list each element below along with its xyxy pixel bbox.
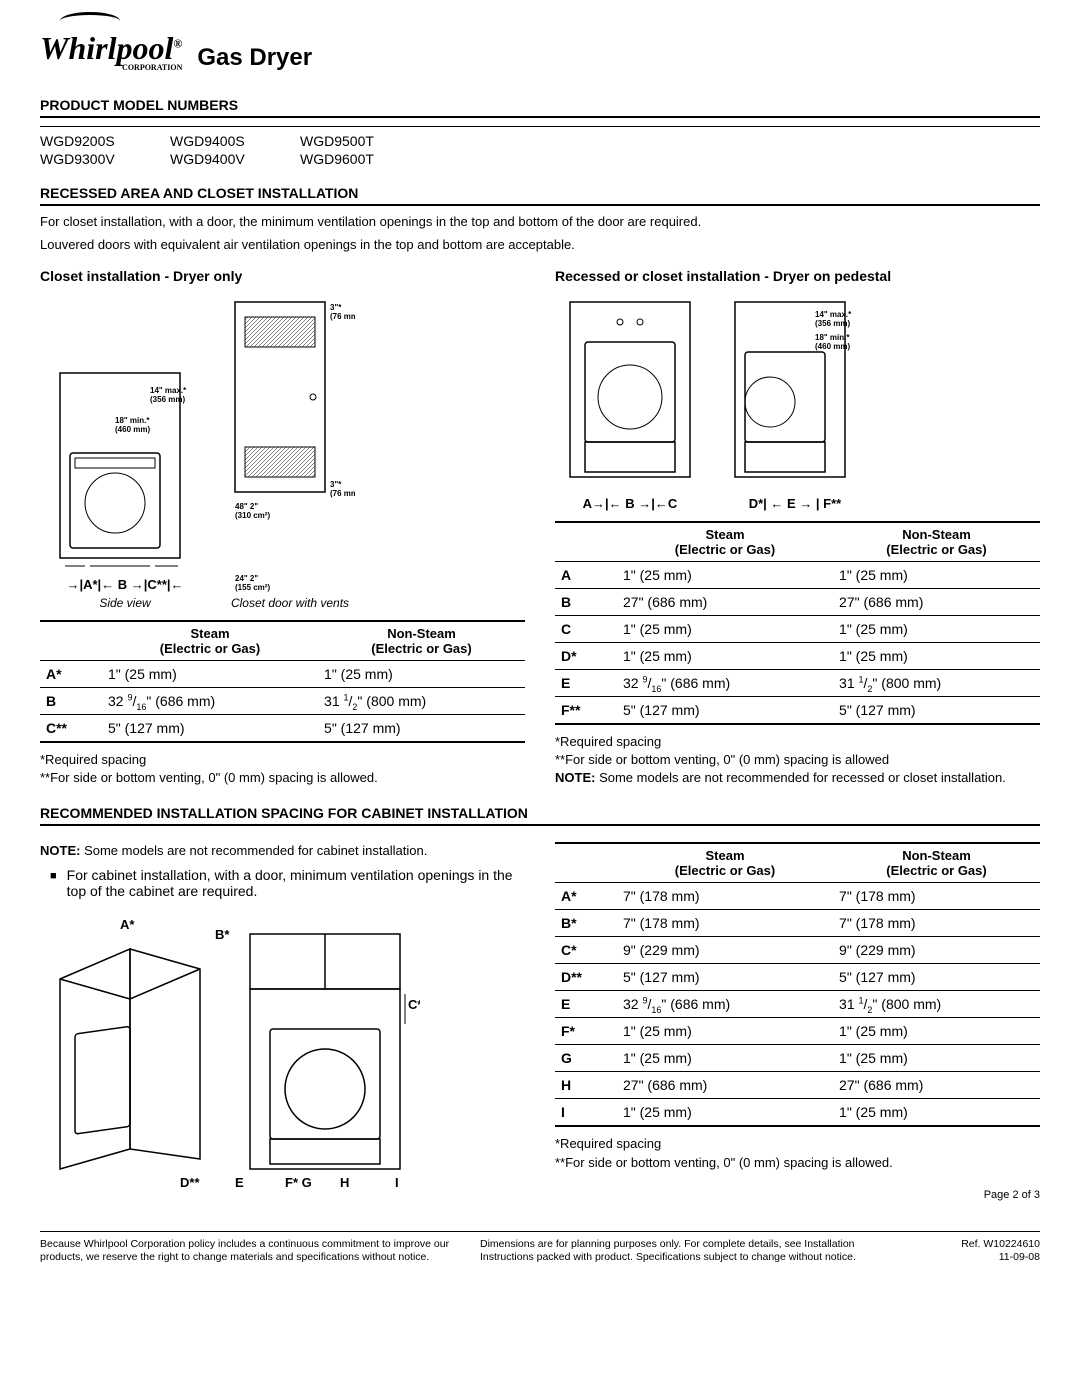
- page-footer: Because Whirlpool Corporation policy inc…: [40, 1231, 1040, 1265]
- recessed-columns: Closet installation - Dryer only 14" max…: [40, 260, 1040, 788]
- svg-text:(460 mm): (460 mm): [115, 425, 150, 434]
- table-row: E32 9/16" (686 mm)31 1/2" (800 mm): [555, 991, 1040, 1018]
- svg-text:3"*: 3"*: [330, 303, 342, 312]
- pedestal-notes: *Required spacing **For side or bottom v…: [555, 733, 1040, 788]
- table-row: G1" (25 mm)1" (25 mm): [555, 1045, 1040, 1072]
- table-row: B*7" (178 mm)7" (178 mm): [555, 910, 1040, 937]
- col-nonsteam-sub: (Electric or Gas): [371, 641, 471, 656]
- svg-text:I: I: [395, 1175, 399, 1189]
- svg-text:3"*: 3"*: [330, 480, 342, 489]
- pedestal-side-dims: D*| ← E → | F**: [720, 496, 870, 511]
- cabinet-columns: NOTE: Some models are not recommended fo…: [40, 834, 1040, 1188]
- table-row: H27" (686 mm)27" (686 mm): [555, 1072, 1040, 1099]
- closet-diagrams: 14" max.* (356 mm) 18" min.* (460 mm) →|…: [40, 292, 525, 610]
- svg-text:(356 mm): (356 mm): [150, 395, 185, 404]
- registered-mark: ®: [173, 36, 182, 50]
- table-row: E32 9/16" (686 mm)31 1/2" (800 mm): [555, 669, 1040, 696]
- table-row: C**5" (127 mm)5" (127 mm): [40, 714, 525, 742]
- svg-text:A*: A*: [120, 917, 135, 932]
- table-row: F*1" (25 mm)1" (25 mm): [555, 1018, 1040, 1045]
- table-row: F**5" (127 mm)5" (127 mm): [555, 696, 1040, 724]
- section-title-models: PRODUCT MODEL NUMBERS: [40, 97, 1040, 118]
- closet-spec-table: Steam(Electric or Gas) Non-Steam(Electri…: [40, 620, 525, 743]
- section-title-recessed: RECESSED AREA AND CLOSET INSTALLATION: [40, 185, 1040, 206]
- model-item: WGD9300V: [40, 151, 150, 167]
- svg-text:14" max.*: 14" max.*: [815, 310, 852, 319]
- cabinet-diagram: A* B* C* D** E F* G H I: [40, 909, 525, 1189]
- closet-heading: Closet installation - Dryer only: [40, 268, 525, 284]
- table-row: D**5" (127 mm)5" (127 mm): [555, 964, 1040, 991]
- model-item: WGD9400S: [170, 133, 280, 149]
- svg-text:H: H: [340, 1175, 349, 1189]
- bullet-square-icon: ■: [50, 870, 57, 899]
- cabinet-left-column: NOTE: Some models are not recommended fo…: [40, 834, 525, 1188]
- svg-text:(460 mm): (460 mm): [815, 342, 850, 351]
- closet-notes: *Required spacing **For side or bottom v…: [40, 751, 525, 787]
- section-title-cabinet: RECOMMENDED INSTALLATION SPACING FOR CAB…: [40, 805, 1040, 826]
- closet-door-caption: Closet door with vents: [225, 596, 355, 610]
- model-item: WGD9500T: [300, 133, 410, 149]
- model-item: WGD9600T: [300, 151, 410, 167]
- closet-dryer-only-column: Closet installation - Dryer only 14" max…: [40, 260, 525, 788]
- pedestal-spec-table: Steam(Electric or Gas) Non-Steam(Electri…: [555, 521, 1040, 725]
- table-row: C*9" (229 mm)9" (229 mm): [555, 937, 1040, 964]
- table-row: A*7" (178 mm)7" (178 mm): [555, 883, 1040, 910]
- footer-mid: Dimensions are for planning purposes onl…: [480, 1238, 920, 1265]
- svg-text:B*: B*: [215, 927, 230, 942]
- svg-text:C*: C*: [408, 997, 420, 1012]
- svg-text:(76 mm): (76 mm): [330, 312, 355, 321]
- page-header: Whirlpool® CORPORATION Gas Dryer: [40, 30, 1040, 72]
- table-row: I1" (25 mm)1" (25 mm): [555, 1099, 1040, 1127]
- pedestal-front-diagram: A→|← B →|←C: [555, 292, 705, 511]
- recessed-intro-1: For closet installation, with a door, th…: [40, 214, 1040, 231]
- svg-text:E: E: [235, 1175, 244, 1189]
- model-item: WGD9400V: [170, 151, 280, 167]
- svg-text:F* G: F* G: [285, 1175, 312, 1189]
- col-steam-sub: (Electric or Gas): [160, 641, 260, 656]
- cabinet-spec-table: Steam(Electric or Gas) Non-Steam(Electri…: [555, 842, 1040, 1127]
- svg-text:D**: D**: [180, 1175, 200, 1189]
- recessed-intro-2: Louvered doors with equivalent air venti…: [40, 237, 1040, 254]
- pedestal-heading: Recessed or closet installation - Dryer …: [555, 268, 1040, 284]
- model-number-grid: WGD9200S WGD9400S WGD9500T WGD9300V WGD9…: [40, 126, 1040, 167]
- svg-text:(356 mm): (356 mm): [815, 319, 850, 328]
- table-row: C1" (25 mm)1" (25 mm): [555, 615, 1040, 642]
- svg-text:(76 mm): (76 mm): [330, 489, 355, 498]
- svg-text:18" min.*: 18" min.*: [115, 416, 150, 425]
- table-row: B32 9/16" (686 mm)31 1/2" (800 mm): [40, 687, 525, 714]
- pedestal-diagrams: A→|← B →|←C 14" max.* (356 mm) 18" min.*…: [555, 292, 1040, 511]
- brand-name: Whirlpool: [40, 30, 173, 66]
- pedestal-column: Recessed or closet installation - Dryer …: [555, 260, 1040, 788]
- cabinet-bullet: ■ For cabinet installation, with a door,…: [50, 867, 525, 899]
- svg-text:14" max.*: 14" max.*: [150, 386, 187, 395]
- col-nonsteam: Non-Steam: [387, 626, 456, 641]
- table-row: A*1" (25 mm)1" (25 mm): [40, 660, 525, 687]
- side-view-caption: Side view: [40, 596, 210, 610]
- table-row: B27" (686 mm)27" (686 mm): [555, 588, 1040, 615]
- table-row: A1" (25 mm)1" (25 mm): [555, 561, 1040, 588]
- pedestal-side-diagram: 14" max.* (356 mm) 18" min.* (460 mm) D*…: [720, 292, 870, 511]
- side-view-diagram: 14" max.* (356 mm) 18" min.* (460 mm) →|…: [40, 363, 210, 610]
- footer-left: Because Whirlpool Corporation policy inc…: [40, 1238, 480, 1265]
- product-title: Gas Dryer: [197, 44, 312, 72]
- page-number: Page 2 of 3: [40, 1189, 1040, 1201]
- model-item: WGD9200S: [40, 133, 150, 149]
- side-view-dims: →|A*|← B →|C**|←: [40, 577, 210, 592]
- col-steam: Steam: [191, 626, 230, 641]
- brand-logo: Whirlpool® CORPORATION: [40, 30, 182, 72]
- note-required: *Required spacing: [40, 751, 525, 769]
- footer-right: Ref. W10224610 11-09-08: [920, 1238, 1040, 1265]
- cabinet-notes: *Required spacing **For side or bottom v…: [555, 1135, 1040, 1171]
- closet-door-diagram: 3"* (76 mm) 3"* (76 mm) 48" 2"(310 cm²) …: [225, 292, 355, 610]
- svg-text:18" min.*: 18" min.*: [815, 333, 850, 342]
- table-row: D*1" (25 mm)1" (25 mm): [555, 642, 1040, 669]
- cabinet-right-column: Steam(Electric or Gas) Non-Steam(Electri…: [555, 834, 1040, 1188]
- pedestal-front-dims: A→|← B →|←C: [555, 496, 705, 511]
- note-venting: **For side or bottom venting, 0" (0 mm) …: [40, 769, 525, 787]
